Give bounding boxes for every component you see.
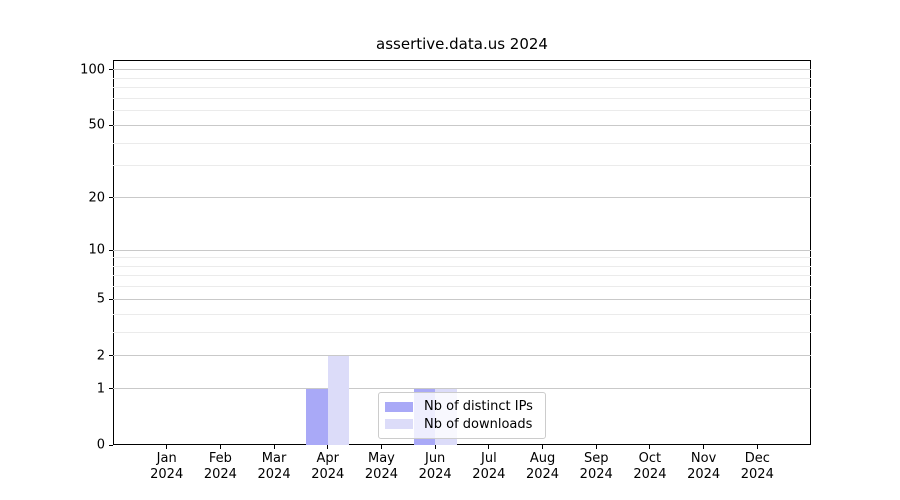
- minor-gridline: [113, 142, 811, 144]
- x-axis-tick: [703, 445, 705, 449]
- major-gridline: [113, 388, 811, 390]
- y-axis-tick: [109, 249, 113, 251]
- x-axis-tick: [166, 445, 168, 449]
- x-axis-tick-year: 2024: [364, 467, 398, 482]
- x-axis-tick: [219, 445, 221, 449]
- x-axis-tick-year: 2024: [257, 467, 291, 482]
- x-axis-tick-label: Dec 2024: [727, 451, 787, 483]
- y-axis-tick-label: 20: [88, 190, 105, 205]
- major-gridline: [113, 355, 811, 357]
- y-axis-tick-label: 5: [96, 291, 105, 307]
- x-axis-tick: [595, 445, 597, 449]
- y-axis-tick-label: 1: [96, 381, 105, 397]
- y-axis-tick-label: 100: [80, 62, 105, 78]
- minor-gridline: [113, 87, 811, 89]
- y-axis-tick: [109, 355, 113, 357]
- major-gridline: [113, 124, 811, 126]
- minor-gridline: [113, 257, 811, 259]
- x-axis-tick-year: 2024: [203, 467, 237, 482]
- x-axis-tick-year: 2024: [740, 467, 774, 482]
- x-axis-tick: [649, 445, 651, 449]
- legend: Nb of distinct IPs Nb of downloads: [378, 392, 546, 439]
- legend-label-distinct-ips: Nb of distinct IPs: [424, 399, 533, 415]
- chart-title: assertive.data.us 2024: [376, 35, 548, 53]
- minor-gridline: [113, 97, 811, 99]
- minor-gridline: [113, 275, 811, 277]
- minor-gridline: [113, 313, 811, 315]
- plot-area: [113, 60, 811, 445]
- major-gridline: [113, 69, 811, 71]
- y-axis-tick-label: 2: [96, 348, 105, 364]
- x-axis-tick-label: Oct 2024: [620, 451, 680, 483]
- x-axis-tick-year: 2024: [633, 467, 667, 482]
- x-axis-tick-label: May 2024: [351, 451, 411, 483]
- x-axis-tick-year: 2024: [579, 467, 613, 482]
- x-axis-tick-year: 2024: [687, 467, 721, 482]
- x-axis-tick: [327, 445, 329, 449]
- minor-gridline: [113, 286, 811, 288]
- x-axis-tick-year: 2024: [311, 467, 345, 482]
- x-axis-tick: [380, 445, 382, 449]
- y-axis-tick: [109, 298, 113, 300]
- y-axis-tick: [109, 197, 113, 198]
- x-axis-tick-year: 2024: [525, 467, 560, 482]
- legend-item-downloads: Nb of downloads: [385, 416, 538, 433]
- x-axis-tick-label: Mar 2024: [244, 451, 304, 483]
- minor-gridline: [113, 110, 811, 112]
- x-axis-tick-label: Nov 2024: [674, 451, 734, 483]
- y-axis-tick-label: 10: [88, 242, 105, 258]
- minor-gridline: [113, 165, 811, 167]
- x-axis-tick-year: 2024: [150, 467, 184, 482]
- y-axis-tick-label: 50: [88, 117, 105, 133]
- major-gridline: [113, 197, 811, 198]
- minor-gridline: [113, 331, 811, 333]
- major-gridline: [113, 298, 811, 300]
- x-axis-tick: [434, 445, 436, 449]
- x-axis-tick: [488, 445, 490, 449]
- y-axis-tick: [109, 124, 113, 126]
- x-axis-tick-label: Aug 2024: [513, 451, 573, 483]
- minor-gridline: [113, 77, 811, 79]
- bar-apr-downloads: [327, 355, 350, 445]
- x-axis-tick-year: 2024: [472, 467, 506, 482]
- x-axis-tick: [542, 445, 544, 449]
- y-axis-tick: [109, 69, 113, 71]
- major-gridline: [113, 249, 811, 251]
- x-axis-tick-label: Apr 2024: [298, 451, 358, 483]
- minor-gridline: [113, 265, 811, 267]
- y-axis-tick: [109, 388, 113, 390]
- legend-item-distinct-ips: Nb of distinct IPs: [385, 398, 538, 415]
- x-axis-tick: [273, 445, 275, 449]
- legend-label-downloads: Nb of downloads: [424, 416, 533, 432]
- x-axis-tick: [756, 445, 758, 449]
- x-axis-tick-label: Jun 2024: [405, 451, 465, 483]
- x-axis-tick-label: Jul 2024: [459, 451, 519, 483]
- x-axis-tick-year: 2024: [418, 467, 452, 482]
- y-axis-tick: [109, 444, 113, 446]
- x-axis-tick-label: Jan 2024: [137, 451, 197, 483]
- distinct-ips-swatch-icon: [385, 401, 413, 412]
- x-axis-tick-label: Feb 2024: [190, 451, 250, 483]
- bar-apr-distinct-ips: [306, 388, 328, 445]
- downloads-swatch-icon: [385, 419, 413, 430]
- x-axis-tick-label: Sep 2024: [566, 451, 626, 483]
- y-axis-tick-label: 0: [96, 437, 105, 453]
